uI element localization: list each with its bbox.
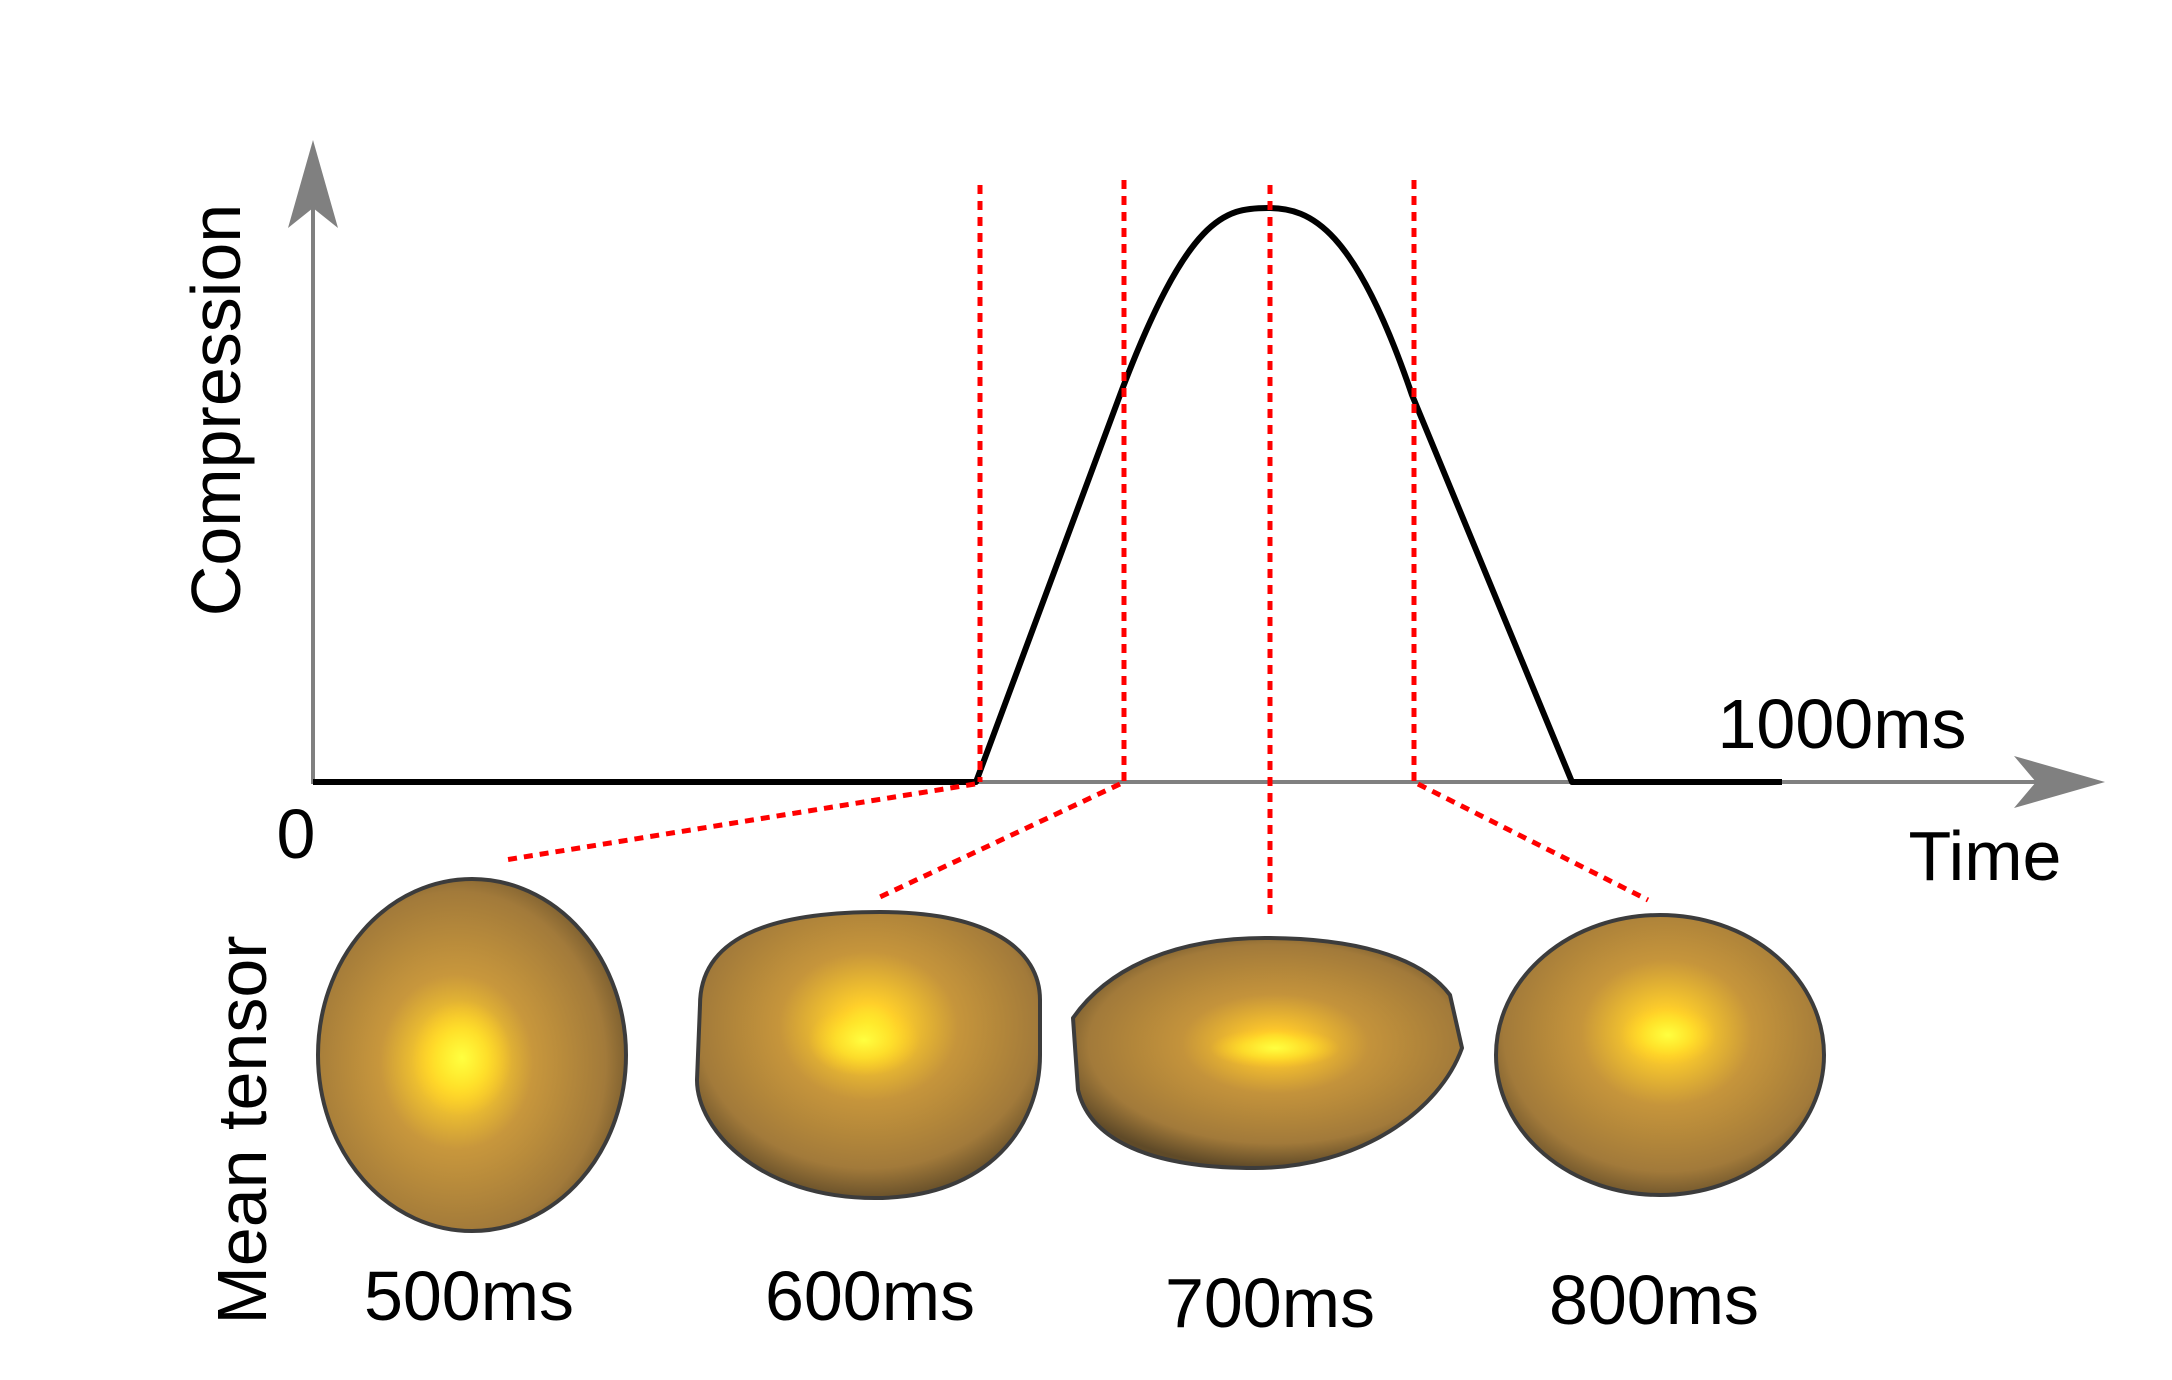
tensor-500ms-core — [412, 1000, 512, 1116]
tensor-500ms — [316, 877, 628, 1233]
tensor-800ms-label: 800ms — [1549, 1261, 1759, 1339]
compression-curve — [313, 205, 1782, 785]
tensor-700ms-label: 700ms — [1165, 1264, 1375, 1342]
marker-800ms-link — [1416, 781, 1650, 903]
tensor-800ms — [1494, 913, 1826, 1197]
marker-500ms-link — [504, 781, 976, 863]
tensor-700ms-core — [1210, 1028, 1340, 1068]
tensor-600ms-label: 600ms — [765, 1257, 975, 1335]
time-markers — [504, 180, 1650, 920]
x-axis-arrowhead — [2014, 756, 2105, 808]
tensor-600ms-core — [808, 1004, 920, 1076]
x-axis-label: Time — [1909, 817, 2062, 895]
tensor-500ms-label: 500ms — [364, 1257, 574, 1335]
origin-label: 0 — [277, 795, 316, 873]
tensor-800ms-core — [1620, 1005, 1716, 1065]
end-time-label: 1000ms — [1717, 685, 1966, 763]
tensor-700ms — [1071, 936, 1464, 1170]
tensor-600ms — [695, 910, 1042, 1200]
y-axis-arrowhead — [288, 140, 338, 228]
y-axis-label: Compression — [177, 204, 255, 616]
row-label: Mean tensor — [203, 935, 281, 1324]
marker-600ms-link — [878, 781, 1122, 900]
